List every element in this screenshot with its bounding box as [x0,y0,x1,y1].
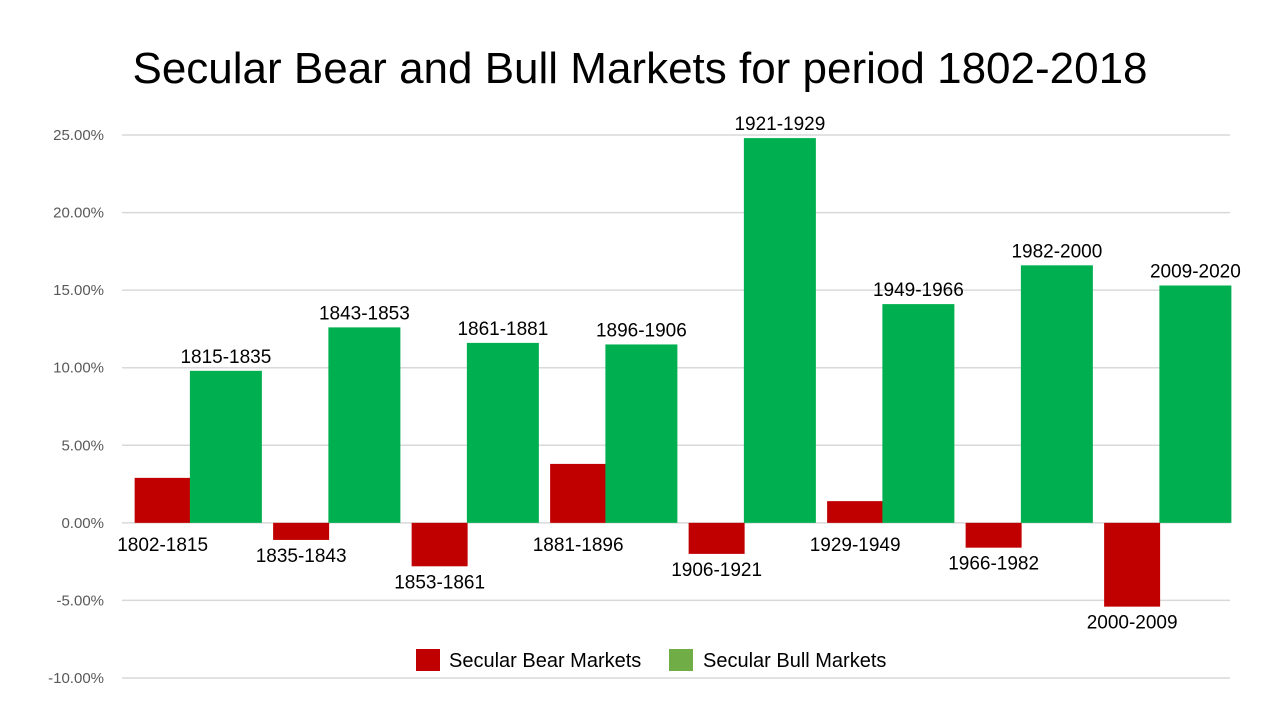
y-tick-label: 10.00% [53,360,104,377]
bar-bull [743,138,816,523]
legend-swatch-bear [416,649,440,671]
bar-bear [550,463,607,523]
bar-label: 2009-2020 [1150,261,1241,282]
y-tick-label: -10.00% [48,670,104,687]
y-tick-label: 0.00% [61,515,104,532]
bar-bull [1159,285,1232,523]
chart-title: Secular Bear and Bull Markets for period… [132,44,1148,93]
y-axis-ticks: -10.00% -5.00% 0.00% 5.00% 10.00% 15.00% 20.00… [48,127,104,687]
bar-label: 1906-1921 [671,560,762,581]
bar-bear [134,477,191,523]
bar-bear [273,522,330,540]
bar-bull [466,342,539,523]
bar-label: 1881-1896 [533,535,624,556]
y-tick-label: -5.00% [56,592,104,609]
bar-label: 1802-1815 [117,535,208,556]
bar-label: 1966-1982 [948,554,1039,575]
bar-labels: 1802-1815 1815-1835 1835-1843 1843-1853 1853… [117,114,1241,634]
bar-label: 1949-1966 [873,280,964,301]
y-tick-label: 25.00% [53,127,104,144]
bar-label: 1929-1949 [810,535,901,556]
bar-label: 1861-1881 [457,319,548,340]
bar-bull [605,344,678,523]
bar-bear [1104,522,1161,607]
bar-label: 1815-1835 [180,347,271,368]
bars [134,138,1232,607]
bar-bear [688,522,745,554]
bar-label: 1896-1906 [596,320,687,341]
bar-bull [882,304,955,523]
bar-label: 1843-1853 [319,303,410,324]
bar-bear [411,522,468,567]
bar-label: 1921-1929 [734,114,825,135]
legend: Secular Bear Markets Secular Bull Market… [416,649,886,672]
bar-label: 1835-1843 [256,546,347,567]
y-tick-label: 15.00% [53,282,104,299]
y-tick-label: 5.00% [61,437,104,454]
bar-bear [827,501,884,523]
bar-bull [1020,265,1093,523]
bar-label: 1982-2000 [1011,241,1102,262]
legend-label-bear: Secular Bear Markets [449,650,641,672]
legend-label-bull: Secular Bull Markets [703,650,886,672]
bar-label: 1853-1861 [394,572,485,593]
bar-label: 2000-2009 [1087,613,1178,634]
y-tick-label: 20.00% [53,205,104,222]
bar-bull [189,370,262,523]
bar-bull [328,327,401,523]
legend-swatch-bull [669,649,693,671]
bar-bear [965,522,1022,548]
